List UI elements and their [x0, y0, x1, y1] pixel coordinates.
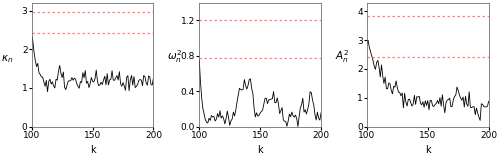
Y-axis label: $\omega_n^2$: $\omega_n^2$: [168, 48, 182, 65]
X-axis label: k: k: [90, 145, 96, 155]
Y-axis label: $A_n^2$: $A_n^2$: [336, 48, 349, 65]
X-axis label: k: k: [258, 145, 263, 155]
X-axis label: k: k: [425, 145, 430, 155]
Y-axis label: $\kappa_n$: $\kappa_n$: [1, 53, 14, 65]
